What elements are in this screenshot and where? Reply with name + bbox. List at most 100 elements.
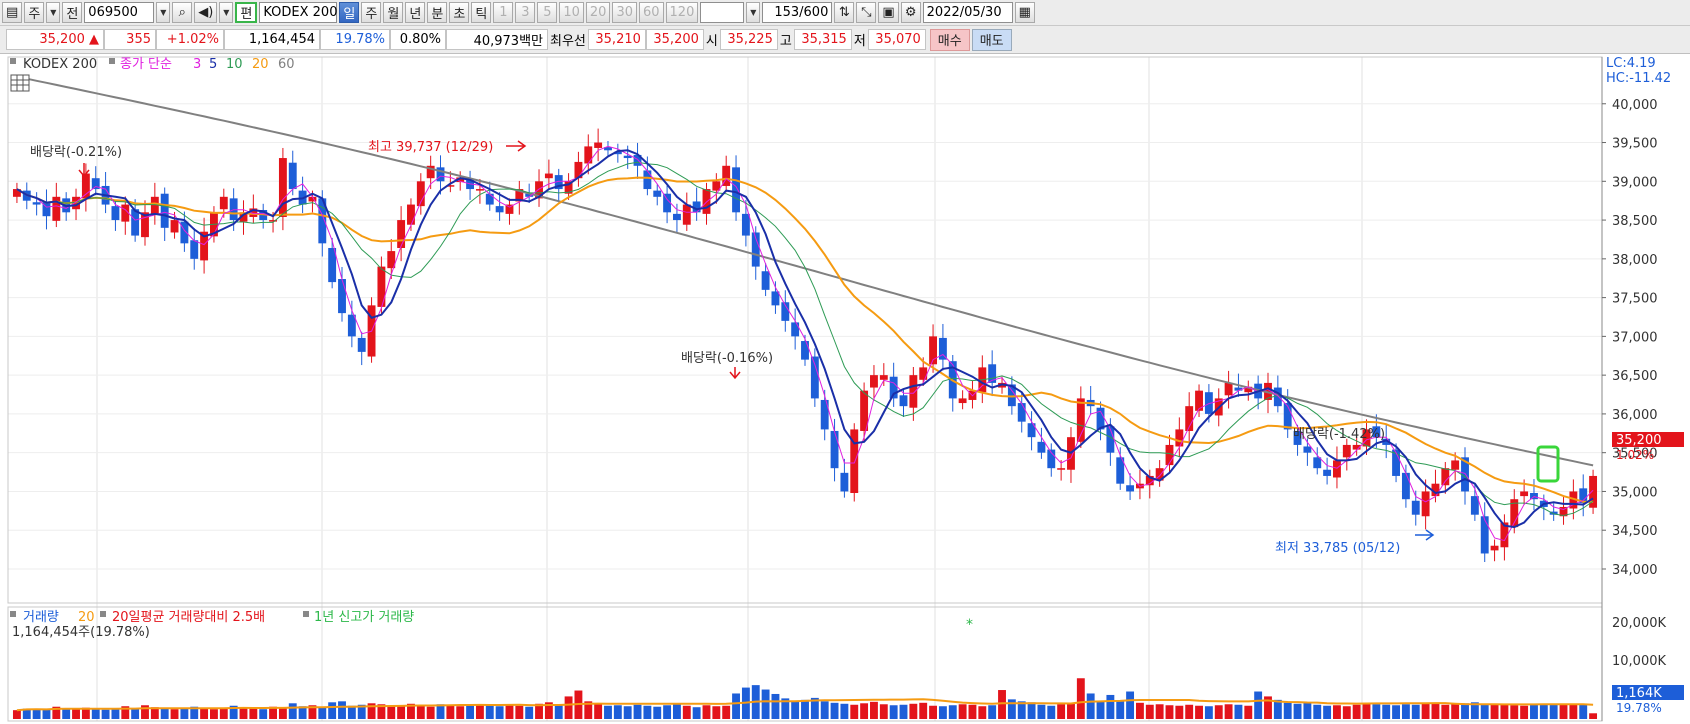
candle-body	[1352, 444, 1361, 450]
candle-body	[1431, 483, 1440, 497]
volume-bar	[968, 704, 977, 719]
speaker-dropdown-icon[interactable]: ▼	[219, 2, 234, 23]
tab-day[interactable]: 일	[339, 2, 360, 23]
price-tick-label: 39,500	[1612, 137, 1658, 152]
save-icon[interactable]: ▣	[878, 2, 899, 23]
interval-120[interactable]: 120	[665, 2, 699, 23]
legend-ma-title[interactable]: 종가 단순	[120, 57, 172, 72]
speaker-icon[interactable]: ◀)	[194, 2, 218, 23]
edit-button[interactable]: 편	[235, 2, 258, 23]
candle-body	[52, 196, 61, 221]
legend-ma5[interactable]: 5	[209, 57, 217, 72]
candle-body	[879, 375, 888, 380]
buy-button[interactable]: 매수	[929, 28, 970, 51]
draw-tool-icon[interactable]: ⤡	[856, 2, 877, 23]
interval-30[interactable]: 30	[612, 2, 637, 23]
period-select[interactable]: 주	[24, 2, 45, 23]
legend-ma20[interactable]: 20	[252, 57, 269, 72]
candle-body	[1382, 438, 1391, 445]
volume-title[interactable]: 거래량	[23, 610, 59, 625]
legend-ma10[interactable]: 10	[226, 57, 243, 72]
annotation-dividend-3: 배당락(-1.42%)	[1293, 427, 1385, 442]
candle-body	[672, 213, 681, 221]
sell-button[interactable]: 매도	[971, 28, 1012, 51]
volume-bar	[535, 703, 543, 719]
volume-bar	[72, 709, 80, 719]
volume-bar	[554, 704, 563, 719]
volume-bar	[1057, 704, 1066, 719]
price-chart[interactable]: 40,000 39,500 39,000 38,500 38,000 37,500 37,0…	[0, 55, 1690, 723]
best-label: 최우선	[550, 34, 586, 49]
stock-code-dropdown-icon[interactable]: ▼	[156, 2, 171, 23]
stock-code-input[interactable]: 069500	[84, 2, 155, 23]
volume-bar	[62, 708, 71, 719]
interval-10[interactable]: 10	[559, 2, 584, 23]
compare-button[interactable]: 전	[62, 2, 83, 23]
ma5-line	[16, 149, 1594, 529]
candle-body	[741, 213, 750, 236]
period-dropdown-icon[interactable]: ▼	[46, 2, 61, 23]
volume-bar	[160, 708, 169, 719]
interval-1[interactable]: 1	[493, 2, 514, 23]
legend-ma60[interactable]: 60	[278, 57, 295, 72]
legend-stock-name[interactable]: KODEX 200	[23, 57, 97, 72]
candle-body	[1362, 429, 1371, 447]
volume-bar	[269, 706, 277, 719]
tab-week[interactable]: 주	[361, 2, 382, 23]
volume-ratio: 19.78%	[320, 29, 390, 50]
trade-amount: 40,973백만	[446, 29, 548, 50]
volume-bar	[860, 703, 869, 719]
volume-bar	[722, 705, 731, 719]
price-tick-label: 37,000	[1612, 330, 1658, 345]
search-icon[interactable]: ⌕	[172, 2, 193, 23]
candle-body	[456, 177, 465, 183]
candle-body	[1589, 475, 1598, 508]
volume-bar	[919, 702, 928, 719]
count-input[interactable]: 153/600	[762, 2, 833, 23]
volume-bar	[1214, 705, 1223, 719]
interval-dropdown-icon[interactable]: ▼	[746, 2, 761, 23]
interval-3[interactable]: 3	[515, 2, 536, 23]
interval-60[interactable]: 60	[638, 2, 664, 23]
candle-body	[42, 201, 51, 217]
tab-minute[interactable]: 분	[427, 2, 448, 23]
candle-body	[1392, 449, 1400, 476]
candle-body	[505, 204, 514, 214]
tab-year[interactable]: 년	[405, 2, 426, 23]
gear-icon[interactable]: ⚙	[900, 2, 921, 23]
tab-tick[interactable]: 틱	[471, 2, 492, 23]
lc-label: LC:4.19	[1606, 56, 1656, 71]
volume-bar	[1392, 705, 1400, 719]
volume-bar	[1559, 703, 1568, 719]
current-price: 35,200 ▲	[6, 29, 104, 50]
price-axis: 40,000 39,500 39,000 38,500 38,000 37,500 37,0…	[1602, 98, 1658, 578]
interval-20[interactable]: 20	[585, 2, 611, 23]
hc-label: HC:-11.42	[1606, 71, 1671, 86]
table-icon[interactable]	[10, 74, 30, 92]
calendar-icon[interactable]: ▦	[1014, 2, 1035, 23]
interval-custom-input[interactable]	[700, 2, 745, 23]
candle-body	[347, 314, 356, 337]
date-input[interactable]: 2022/05/30	[922, 2, 1013, 23]
tab-second[interactable]: 초	[449, 2, 470, 23]
volume-avg-label[interactable]: 20일평균 거래량대비 2.5배	[112, 610, 265, 625]
interval-5[interactable]: 5	[537, 2, 558, 23]
candle-body	[604, 147, 612, 151]
candle-body	[288, 162, 297, 190]
candle-body	[121, 204, 130, 222]
price-tick-label: 38,000	[1612, 253, 1658, 268]
candle-body	[1500, 522, 1509, 548]
compare-chart-icon[interactable]: ⇅	[834, 2, 855, 23]
candle-body	[1076, 398, 1085, 442]
candle-body	[1549, 511, 1558, 515]
legend-ma3[interactable]: 3	[193, 57, 201, 72]
volume-bar	[604, 705, 612, 719]
chart-layout-icon[interactable]: ▤	[2, 2, 23, 23]
volume-newhigh-label[interactable]: 1년 신고가 거래량	[314, 610, 414, 625]
volume-ma-label[interactable]: 20	[78, 610, 95, 625]
candle-body	[357, 337, 366, 352]
count-value: 153	[774, 5, 800, 20]
tab-month[interactable]: 월	[383, 2, 404, 23]
volume-bar	[446, 704, 455, 719]
candle-body	[111, 206, 120, 221]
